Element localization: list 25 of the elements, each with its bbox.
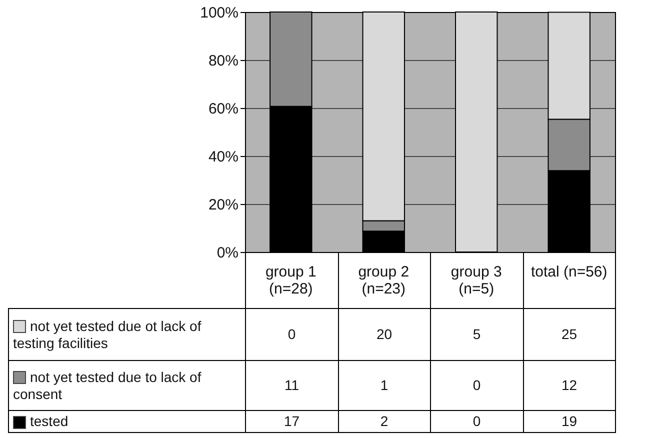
legend-label: not yet tested due to lack of consent xyxy=(8,360,246,410)
y-tick-label: 20% xyxy=(208,196,238,214)
text: 0 xyxy=(430,410,523,432)
text: 17 xyxy=(246,410,338,432)
y-tick-label: 100% xyxy=(200,4,238,22)
x-tick-label: total (n=56) xyxy=(530,264,608,280)
text: 25 xyxy=(523,308,616,360)
text: 0 xyxy=(430,360,523,410)
text: 5 xyxy=(430,308,523,360)
x-tick-label: group 3 (n=5) xyxy=(450,264,502,298)
text: 12 xyxy=(523,360,616,410)
y-tick-label: 80% xyxy=(208,52,238,70)
x-tick-label: group 2 (n=23) xyxy=(358,264,410,298)
text: 20 xyxy=(338,308,430,360)
legend-label: tested xyxy=(8,410,246,432)
y-tick-label: 40% xyxy=(208,148,238,166)
text: 11 xyxy=(246,360,338,410)
text: 19 xyxy=(523,410,616,432)
y-tick-label: 0% xyxy=(216,244,238,262)
x-tick-label: group 1 (n=28) xyxy=(265,264,316,298)
text: 1 xyxy=(338,360,430,410)
legend-label: not yet tested due ot lack of testing facilities xyxy=(8,308,246,360)
text: 0 xyxy=(246,308,338,360)
text: 2 xyxy=(338,410,430,432)
y-tick-label: 60% xyxy=(208,100,238,118)
